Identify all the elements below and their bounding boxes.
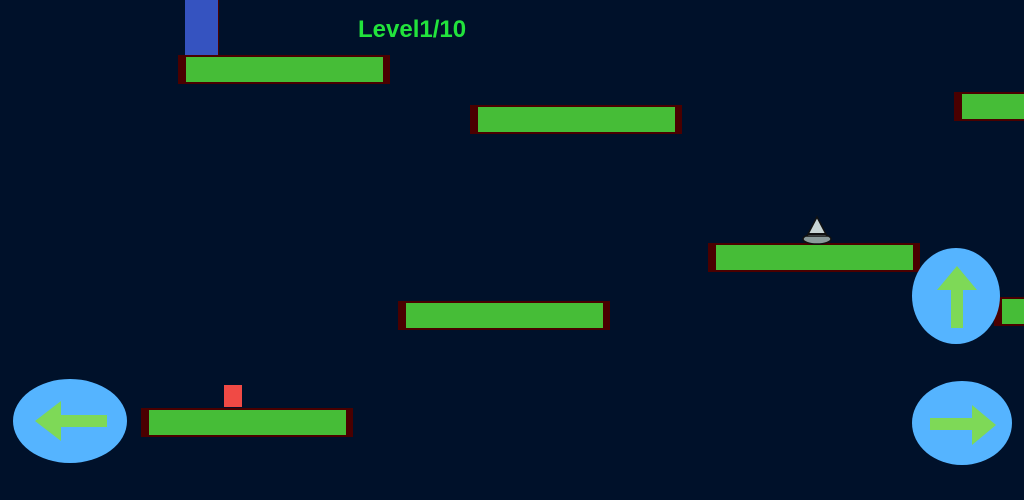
left-button[interactable] <box>13 379 127 463</box>
platform <box>954 92 1024 121</box>
platform <box>470 105 682 134</box>
up-button[interactable] <box>912 248 1000 344</box>
enemy-square <box>224 385 242 407</box>
level-indicator: Level1/10 <box>358 16 467 43</box>
arrow-left-icon <box>35 401 107 441</box>
player-block <box>185 0 219 55</box>
platform <box>141 408 353 437</box>
platform <box>178 55 390 84</box>
arrow-right-icon <box>930 405 996 445</box>
platform <box>708 243 920 272</box>
arrow-up-icon <box>937 266 977 328</box>
right-button[interactable] <box>912 381 1012 465</box>
platform <box>398 301 610 330</box>
